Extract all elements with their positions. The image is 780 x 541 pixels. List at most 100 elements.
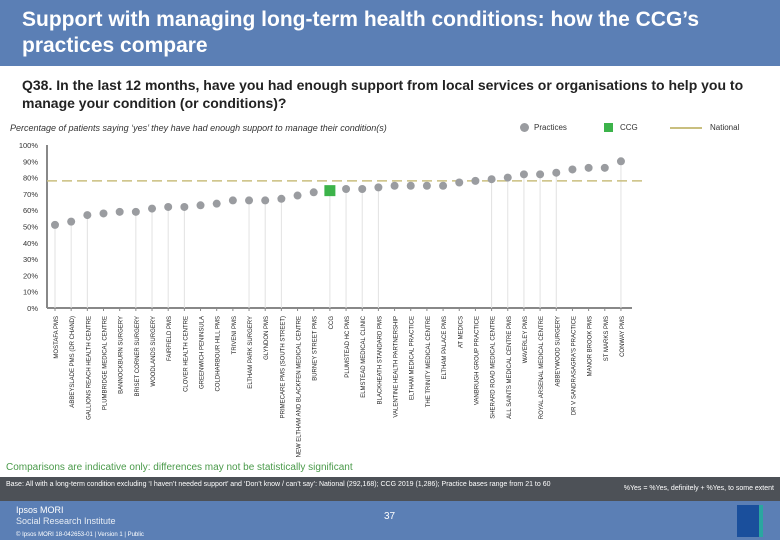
practice-dot <box>374 183 383 192</box>
x-tick-label: AT MEDICS <box>458 316 464 348</box>
practice-dot <box>342 185 351 194</box>
y-tick-label: 80% <box>23 174 38 183</box>
y-tick-label: 0% <box>27 304 38 313</box>
practice-dot <box>164 202 173 211</box>
practice-dot <box>309 188 318 197</box>
x-tick-label: DR V SANDRASAGRA'S PRACTICE <box>571 316 577 415</box>
x-tick-label: PRIMECARE PMS (SOUTH STREET) <box>280 316 286 418</box>
x-tick-label: WOODLANDS SURGERY <box>151 316 157 387</box>
x-tick-label: MANOR BROOK PMS <box>588 316 594 376</box>
practice-dot <box>406 181 415 190</box>
x-tick-label: VANBRUGH GROUP PRACTICE <box>474 316 480 405</box>
practice-dot <box>552 168 561 177</box>
brand: Ipsos MORI Social Research Institute © I… <box>16 505 144 538</box>
practice-dot <box>180 202 189 211</box>
practice-dot <box>277 194 286 203</box>
footer: Ipsos MORI Social Research Institute © I… <box>0 501 780 540</box>
practice-dot <box>293 191 302 200</box>
y-tick-label: 90% <box>23 157 38 166</box>
x-tick-label: ELTHAM MEDICAL PRACTICE <box>410 316 416 400</box>
base-text: Base: All with a long-term condition exc… <box>6 481 551 488</box>
x-tick-label: GREENWICH PENINSULA <box>200 316 206 389</box>
x-tick-label: ELTHAM PARK SURGERY <box>248 316 254 389</box>
x-tick-label: ROYAL ARSENAL MEDICAL CENTRE <box>539 316 545 419</box>
page-number: 37 <box>384 511 396 522</box>
x-tick-label: CCG <box>329 316 335 330</box>
ccg-marker <box>324 185 336 197</box>
x-tick-label: PLUMBRIDGE MEDICAL CENTRE <box>103 316 109 410</box>
x-tick-label: NEW ELTHAM AND BLACKFEN MEDICAL CENTRE <box>297 316 303 457</box>
line-icon <box>670 126 702 129</box>
x-tick-label: THE TRINITY MEDICAL CENTRE <box>426 316 432 407</box>
legend-national: National <box>670 123 739 132</box>
x-tick-label: BRISET CORNER SURGERY <box>135 316 141 396</box>
x-tick-label: ABBEYSLADE PMS (DR CHAND) <box>70 316 76 408</box>
practice-dot <box>503 173 512 182</box>
x-tick-label: BLACKHEATH STANDARD PMS <box>377 316 383 404</box>
x-tick-label: BANNOCKBURN SURGERY <box>119 316 125 394</box>
y-tick-label: 100% <box>19 141 39 150</box>
practice-dot <box>568 165 577 174</box>
practice-dot <box>83 211 92 220</box>
practice-dot <box>536 170 545 179</box>
practice-dot <box>487 175 496 184</box>
practice-dot <box>390 181 399 190</box>
practice-dot <box>228 196 237 205</box>
disclaimer: Comparisons are indicative only: differe… <box>6 462 353 473</box>
practice-dot <box>212 199 221 208</box>
x-tick-label: SHERARD ROAD MEDICAL CENTRE <box>491 316 497 419</box>
legend-practices: Practices <box>520 123 567 133</box>
y-tick-label: 10% <box>23 288 38 297</box>
x-tick-label: ELMSTEAD MEDICAL CLINIC <box>361 315 367 397</box>
x-tick-label: WAVERLEY PMS <box>523 316 529 363</box>
chart-title: Percentage of patients saying ‘yes’ they… <box>10 123 387 133</box>
dot-plot: 0% 10% 20% 30% 40% 50% 60% 70% 80% 90% 100% MOSTAFA… <box>19 141 642 457</box>
header-bar: Support with managing long-term health c… <box>0 0 780 66</box>
practice-dot <box>99 209 108 218</box>
x-tick-label: ABBEYWOOD SURGERY <box>555 316 561 387</box>
x-tick-label: GLYNDON PMS <box>264 316 270 360</box>
practice-dot <box>439 181 448 190</box>
practice-dot <box>261 196 270 205</box>
base-bar: Base: All with a long-term condition exc… <box>0 477 780 501</box>
x-tick-label: ELTHAM PALACE PMS <box>442 316 448 379</box>
y-tick-label: 50% <box>23 223 38 232</box>
x-tick-label: VALENTINE HEALTH PARTNERSHIP <box>394 316 400 418</box>
x-tick-label: ST MARKS PMS <box>604 316 610 361</box>
question-text: Q38. In the last 12 months, have you had… <box>22 77 744 111</box>
practice-dot <box>422 181 431 190</box>
practice-dot <box>67 217 76 226</box>
y-tick-label: 20% <box>23 271 38 280</box>
practice-dot <box>519 170 528 179</box>
circle-icon <box>520 123 529 133</box>
practice-dot <box>115 207 124 216</box>
x-tick-label: CLOVER HEALTH CENTRE <box>183 316 189 392</box>
legend-ccg: CCG <box>604 123 638 133</box>
y-tick-label: 40% <box>23 239 38 248</box>
x-tick-label: MOSTAFA PMS <box>54 316 60 359</box>
y-tick-label: 30% <box>23 255 38 264</box>
y-tick-label: 60% <box>23 206 38 215</box>
ipsos-logo <box>737 505 763 537</box>
y-tick-label: 70% <box>23 190 38 199</box>
practice-dot <box>196 201 205 210</box>
x-tick-label: CONWAY PMS <box>620 316 626 357</box>
practice-dot <box>455 178 464 187</box>
x-tick-label: PLUMSTEAD HC PMS <box>345 316 351 378</box>
practice-dot <box>245 196 254 205</box>
practice-dot <box>471 176 480 185</box>
page-title: Support with managing long-term health c… <box>22 8 700 57</box>
x-tick-label: GALLIONS REACH HEALTH CENTRE <box>86 316 92 420</box>
square-icon <box>604 123 613 133</box>
practice-dot <box>600 163 609 172</box>
x-tick-label: TRIVENI PMS <box>232 316 238 354</box>
x-tick-label: FAIRFIELD PMS <box>167 316 173 361</box>
x-tick-label: COLDHARBOUR HILL PMS <box>216 316 222 391</box>
practice-dot <box>616 157 625 166</box>
practice-dot <box>51 220 59 229</box>
x-tick-label: ALL SAINTS MEDICAL CENTRE PMS <box>507 316 513 419</box>
x-tick-label: BURNEY STREET PMS <box>313 316 319 381</box>
practice-dot <box>131 207 140 216</box>
practice-dot <box>584 163 593 172</box>
yes-definition: %Yes = %Yes, definitely + %Yes, to some … <box>623 485 774 492</box>
